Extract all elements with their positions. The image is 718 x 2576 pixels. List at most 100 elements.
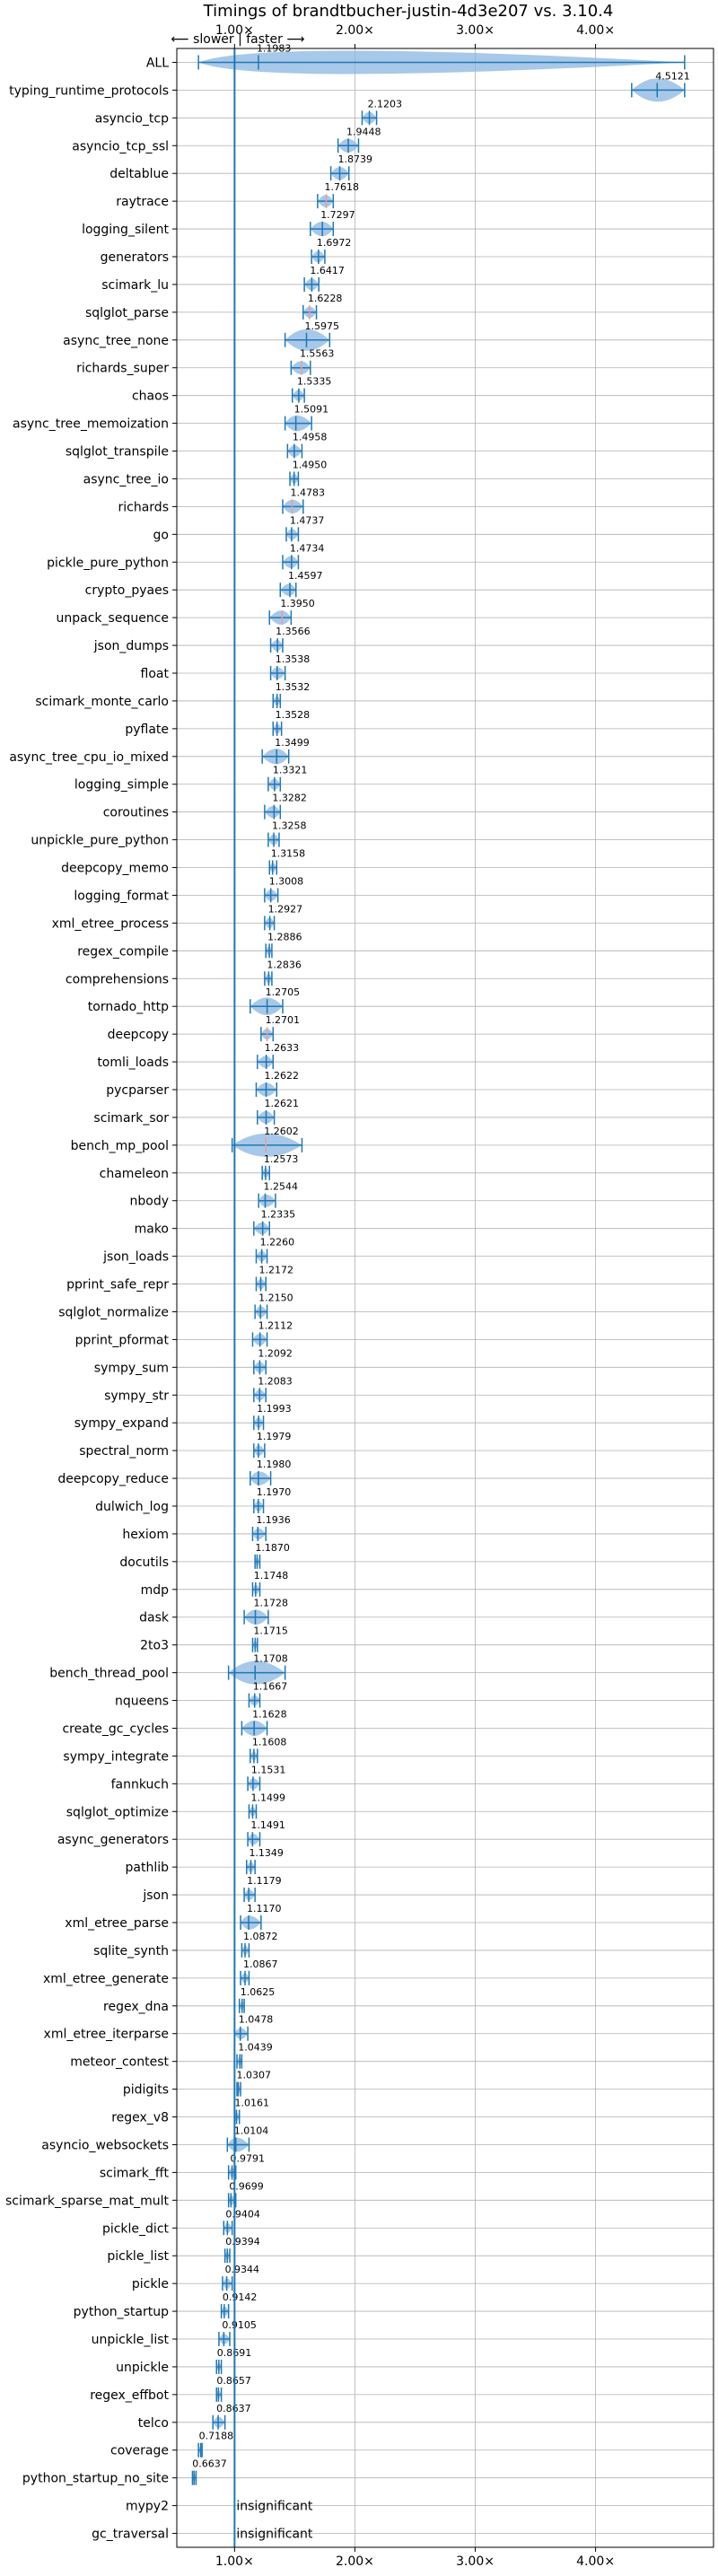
value-label: 1.4737 xyxy=(290,514,325,526)
category-label: sqlglot_optimize xyxy=(66,1805,169,1819)
category-label: tomli_loads xyxy=(97,1056,169,1070)
value-label: 0.9404 xyxy=(225,2208,260,2220)
value-label: 1.5335 xyxy=(297,376,332,388)
category-label: regex_v8 xyxy=(111,2111,169,2125)
value-label: 2.1203 xyxy=(368,98,403,110)
plot-frame xyxy=(176,48,714,2548)
value-label: 1.2573 xyxy=(264,1153,299,1165)
value-label: 1.3566 xyxy=(276,626,311,637)
direction-note: ⟵ slower | faster ⟶ xyxy=(171,32,305,47)
category-label: async_tree_io xyxy=(83,472,169,486)
value-label: 0.9791 xyxy=(231,2152,266,2164)
category-label: sqlglot_transpile xyxy=(66,445,169,460)
value-label: 1.1531 xyxy=(251,1764,286,1775)
category-label: ALL xyxy=(146,56,169,70)
x-tick-label-top: 3.00× xyxy=(456,23,495,38)
value-label: 1.4783 xyxy=(290,486,325,498)
value-label: 0.8637 xyxy=(216,2403,251,2414)
value-label: 1.9448 xyxy=(346,126,381,137)
category-label: unpickle xyxy=(116,2361,169,2375)
category-label: xml_etree_iterparse xyxy=(44,2028,169,2042)
category-label: scimark_sor xyxy=(93,1111,169,1126)
value-label: 1.5975 xyxy=(304,320,339,332)
value-label: 1.0478 xyxy=(239,2014,274,2026)
value-label: 1.1970 xyxy=(257,1486,292,1498)
value-label: 1.1491 xyxy=(250,1819,285,1831)
value-label: 1.0867 xyxy=(243,1958,278,1970)
category-label: async_tree_none xyxy=(63,334,169,348)
category-label: regex_effbot xyxy=(90,2388,169,2403)
value-label: 1.6972 xyxy=(317,237,352,249)
x-tick-label-top: 1.00× xyxy=(215,23,254,38)
value-label: 1.1979 xyxy=(257,1431,292,1442)
value-label: 1.0161 xyxy=(235,2098,270,2109)
x-tick-label-top: 4.00× xyxy=(576,23,615,38)
value-label: 1.8739 xyxy=(338,153,373,165)
category-label: scimark_sparse_mat_mult xyxy=(5,2194,169,2208)
category-label: asyncio_tcp_ssl xyxy=(72,139,169,153)
category-label: sqlite_synth xyxy=(93,1944,169,1958)
category-label: dulwich_log xyxy=(95,1500,169,1514)
category-label: json xyxy=(142,1888,169,1903)
value-label: 1.2112 xyxy=(258,1319,293,1331)
category-label: scimark_fft xyxy=(100,2166,170,2180)
category-label: json_dumps xyxy=(93,639,169,653)
category-label: xml_etree_generate xyxy=(43,1972,169,1986)
category-label: richards xyxy=(118,500,170,514)
category-label: richards_super xyxy=(76,362,169,376)
category-label: float xyxy=(141,667,170,681)
category-label: async_tree_memoization xyxy=(13,417,169,432)
value-label: 0.9699 xyxy=(229,2180,264,2192)
value-label: 1.1608 xyxy=(252,1736,287,1748)
violins xyxy=(191,50,686,2485)
value-label: 1.4958 xyxy=(293,432,328,443)
category-label: unpickle_list xyxy=(92,2333,170,2347)
category-label: pprint_safe_repr xyxy=(66,1278,169,1292)
value-label: 1.3950 xyxy=(280,598,315,609)
category-label: comprehensions xyxy=(66,972,169,986)
value-label: 1.1708 xyxy=(253,1653,288,1665)
category-label: deepcopy xyxy=(108,1028,169,1042)
value-label: 1.2092 xyxy=(258,1347,293,1359)
value-label: 1.1170 xyxy=(247,1903,282,1914)
category-label: mypy2 xyxy=(126,2500,169,2514)
value-label: 1.2886 xyxy=(267,931,302,942)
category-label: sympy_sum xyxy=(94,1361,169,1375)
category-label: meteor_contest xyxy=(70,2055,169,2070)
value-label: 1.1993 xyxy=(257,1403,292,1415)
category-label: pickle_pure_python xyxy=(47,556,169,570)
value-label: 1.1748 xyxy=(254,1570,289,1582)
value-label: 1.2602 xyxy=(264,1126,299,1137)
value-label: 0.7188 xyxy=(199,2431,234,2442)
category-label: mdp xyxy=(141,1583,170,1598)
category-label: pycparser xyxy=(106,1083,169,1098)
value-label: 1.1628 xyxy=(252,1708,287,1720)
value-label: 1.3321 xyxy=(273,765,308,776)
category-label: create_gc_cycles xyxy=(62,1722,169,1736)
category-label: asyncio_tcp xyxy=(95,111,169,126)
category-label: raytrace xyxy=(116,195,169,209)
category-label: sqlglot_parse xyxy=(85,306,169,320)
category-label: coverage xyxy=(110,2444,169,2458)
category-label: scimark_lu xyxy=(101,278,169,293)
value-label: 1.5091 xyxy=(294,404,329,416)
value-label: 0.6637 xyxy=(192,2458,227,2470)
value-label: 1.1499 xyxy=(250,1792,285,1803)
value-label: 1.1936 xyxy=(256,1514,291,1526)
category-label: 2to3 xyxy=(140,1639,169,1653)
value-label: 0.9394 xyxy=(225,2236,260,2247)
category-label: logging_format xyxy=(74,889,169,903)
value-label: 1.3538 xyxy=(276,653,311,665)
category-label: scimark_monte_carlo xyxy=(35,695,169,709)
category-label: deltablue xyxy=(109,167,169,181)
insignificant-label: insignificant xyxy=(236,2500,313,2514)
category-label: typing_runtime_protocols xyxy=(9,83,169,98)
category-label: pathlib xyxy=(126,1861,170,1875)
category-label: nbody xyxy=(130,1195,170,1209)
value-label: 1.2260 xyxy=(260,1237,295,1249)
x-tick-label-top: 2.00× xyxy=(336,23,374,38)
category-label: pickle_dict xyxy=(102,2221,170,2236)
chart-title: Timings of brandtbucher-justin-4d3e207 v… xyxy=(203,2,614,21)
category-label: regex_dna xyxy=(103,2000,169,2014)
